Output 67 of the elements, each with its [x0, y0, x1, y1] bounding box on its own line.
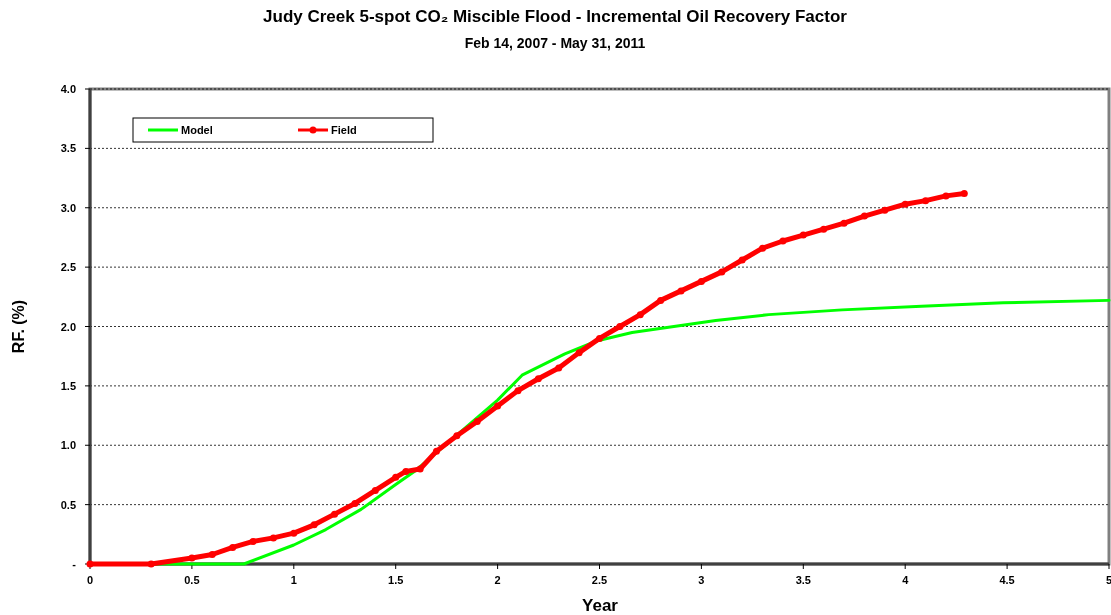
x-tick-label: 2.5 [591, 574, 608, 586]
point [453, 432, 461, 440]
y-tick-label: - [72, 558, 77, 570]
y-tick-label: 4.0 [60, 83, 76, 95]
point [799, 231, 807, 239]
point [432, 447, 440, 455]
chart-subtitle: Feb 14, 2007 - May 31, 2011 [464, 35, 646, 51]
point [208, 551, 216, 558]
y-tick-label: 3.0 [60, 201, 76, 214]
y-tick-label: 1.0 [60, 439, 76, 452]
point [534, 375, 542, 383]
point [351, 499, 359, 507]
point [514, 387, 522, 395]
point [697, 277, 705, 285]
y-tick-label: 3.5 [60, 142, 76, 155]
point [310, 521, 318, 529]
x-tick-label: 0.5 [184, 574, 200, 586]
point [555, 364, 563, 372]
x-tick-label: 0 [86, 574, 94, 586]
x-tick-label: 4.5 [999, 574, 1015, 586]
point [596, 334, 603, 342]
point [188, 554, 196, 562]
y-tick-label: 2.0 [60, 320, 76, 333]
point [922, 197, 930, 205]
point [392, 473, 400, 481]
point [881, 206, 889, 214]
point [416, 465, 424, 473]
point [901, 200, 909, 208]
point [269, 534, 277, 542]
point [402, 467, 410, 475]
point [290, 529, 298, 537]
point [677, 287, 685, 295]
point [960, 190, 968, 197]
point [840, 219, 848, 227]
legend-label: Field [331, 124, 357, 136]
y-tick-label: 2.5 [60, 261, 76, 274]
point [636, 311, 644, 319]
x-tick-label: 5 [1105, 574, 1111, 586]
x-tick-label: 2 [494, 574, 501, 586]
point [779, 237, 787, 245]
point [738, 256, 746, 264]
legend-label: Model [181, 124, 213, 136]
chart-title: Judy Creek 5-spot CO₂ Miscible Flood - Incremental Oil Recovery Factor [263, 7, 848, 26]
point [860, 212, 868, 220]
point [718, 268, 726, 276]
x-tick-label: 4 [902, 574, 910, 586]
point [616, 323, 624, 330]
point [249, 537, 257, 545]
x-axis-title: Year [582, 596, 619, 615]
point [759, 244, 767, 252]
point [229, 543, 237, 551]
y-tick-label: 0.5 [60, 498, 76, 511]
point [494, 402, 502, 410]
point [331, 510, 339, 518]
x-tick-label: 1.5 [388, 574, 404, 586]
x-tick-label: 3.5 [795, 574, 811, 586]
point [473, 418, 481, 425]
point [147, 560, 155, 568]
y-tick-label: 1.5 [60, 379, 76, 392]
point [942, 192, 950, 200]
x-tick-label: 3 [698, 574, 705, 586]
y-axis-title: RF. (%) [10, 299, 27, 354]
point [657, 296, 665, 304]
point [371, 486, 379, 494]
point [575, 349, 583, 357]
point [820, 225, 828, 233]
x-tick-label: 1 [290, 574, 297, 586]
